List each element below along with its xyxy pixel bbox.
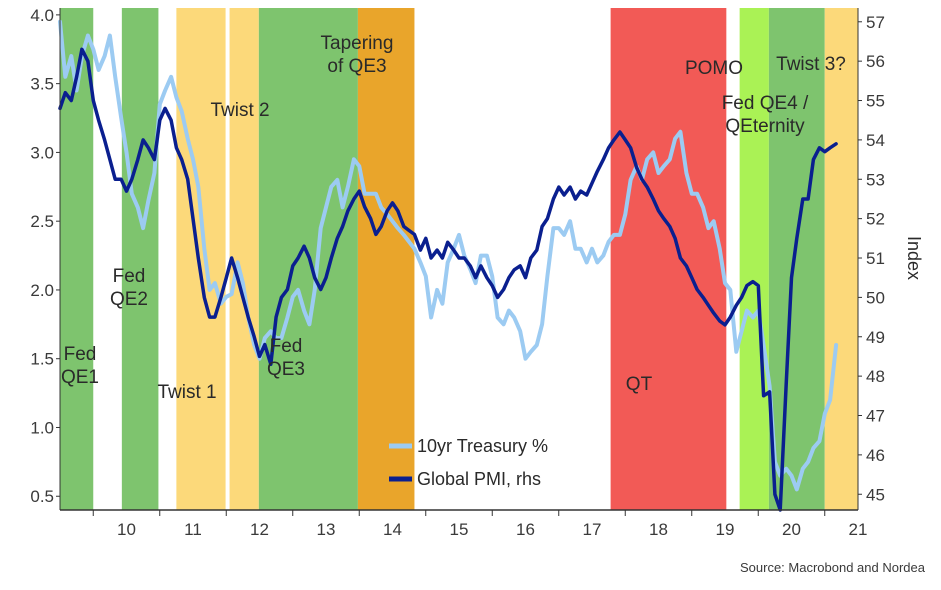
legend-label-0: 10yr Treasury % xyxy=(417,436,548,456)
band-label-line: POMO xyxy=(685,58,743,79)
band-label-2: Twist 1 xyxy=(157,382,216,403)
band-7 xyxy=(739,8,769,510)
x-tick-label: 18 xyxy=(649,520,668,539)
x-tick-label: 19 xyxy=(716,520,735,539)
band-8 xyxy=(768,8,825,510)
y-left-tick-label: 1.5 xyxy=(30,350,54,369)
band-label-0: Fed QE1 xyxy=(61,344,99,388)
y-left-tick-label: 2.0 xyxy=(30,281,54,300)
series-line-1 xyxy=(58,47,838,512)
band-label-7: POMO xyxy=(685,58,743,79)
band-6 xyxy=(610,8,727,510)
band-label-line: Fed xyxy=(64,344,97,365)
y-right-tick-label: 51 xyxy=(866,249,885,268)
y-right-tick-label: 54 xyxy=(866,131,885,150)
band-label-line: QE1 xyxy=(61,367,99,388)
source-note: Source: Macrobond and Nordea xyxy=(740,560,926,575)
band-label-line: QEternity xyxy=(725,116,805,137)
y-right-tick-label: 52 xyxy=(866,210,885,229)
y-left-tick-label: 2.5 xyxy=(30,212,54,231)
y-left-tick-label: 3.5 xyxy=(30,75,54,94)
y-right-tick-label: 49 xyxy=(866,328,885,347)
band-5 xyxy=(357,8,415,510)
legend-label-1: Global PMI, rhs xyxy=(417,469,541,489)
x-tick-label: 14 xyxy=(383,520,402,539)
band-label-9: Twist 3? xyxy=(776,54,846,75)
y-left-tick-label: 3.0 xyxy=(30,143,54,162)
x-tick-label: 17 xyxy=(583,520,602,539)
x-tick-label: 16 xyxy=(516,520,535,539)
band-9 xyxy=(824,8,858,510)
band-label-line: Twist 1 xyxy=(157,382,216,403)
x-tick-label: 12 xyxy=(250,520,269,539)
band-label-line: Fed xyxy=(270,336,303,357)
y-right-tick-label: 50 xyxy=(866,288,885,307)
x-tick-label: 15 xyxy=(450,520,469,539)
y-left-tick-label: 4.0 xyxy=(30,6,54,25)
x-tick-label: 13 xyxy=(317,520,336,539)
right-axis-title: Index xyxy=(904,236,924,280)
y-right-tick-label: 57 xyxy=(866,13,885,32)
x-tick-label: 20 xyxy=(782,520,801,539)
y-right-tick-label: 55 xyxy=(866,92,885,111)
band-label-8: Fed QE4 /QEternity xyxy=(722,93,809,137)
band-label-line: Fed xyxy=(113,266,146,287)
series-line-0 xyxy=(58,19,839,492)
band-label-line: QT xyxy=(626,374,653,395)
band-label-line: Twist 2 xyxy=(210,100,269,121)
y-right-tick-label: 48 xyxy=(866,367,885,386)
x-tick-label: 21 xyxy=(849,520,868,539)
y-right-tick-label: 46 xyxy=(866,446,885,465)
y-right-tick-label: 47 xyxy=(866,407,885,426)
band-label-line: Fed QE4 / xyxy=(722,93,809,114)
x-tick-label: 11 xyxy=(184,520,202,539)
band-3 xyxy=(229,8,259,510)
band-label-line: Twist 3? xyxy=(776,54,846,75)
band-2 xyxy=(176,8,226,510)
y-right-tick-label: 56 xyxy=(866,52,885,71)
band-label-line: QE2 xyxy=(110,289,148,310)
x-tick-label: 10 xyxy=(117,520,136,539)
y-right-tick-label: 45 xyxy=(866,485,885,504)
y-left-tick-label: 1.0 xyxy=(30,418,54,437)
y-left-tick-label: 0.5 xyxy=(30,487,54,506)
y-right-tick-label: 53 xyxy=(866,170,885,189)
band-label-6: QT xyxy=(626,374,653,395)
band-1 xyxy=(121,8,159,510)
data-lines xyxy=(58,19,839,512)
band-label-1: Fed QE2 xyxy=(110,266,148,310)
band-label-3: Twist 2 xyxy=(210,100,269,121)
band-label-5: Tapering of QE3 xyxy=(321,33,394,77)
axes: 0.5 1.0 1.5 2.0 2.5 3.0 3.5 4.0 45 46 47 48 49 50 51 52… xyxy=(30,6,885,539)
band-label-line: Tapering xyxy=(321,33,394,54)
band-label-4: Fed QE3 xyxy=(267,336,305,380)
band-label-line: of QE3 xyxy=(327,56,386,77)
legend: 10yr Treasury % Global PMI, rhs xyxy=(389,436,548,489)
band-label-line: QE3 xyxy=(267,359,305,380)
